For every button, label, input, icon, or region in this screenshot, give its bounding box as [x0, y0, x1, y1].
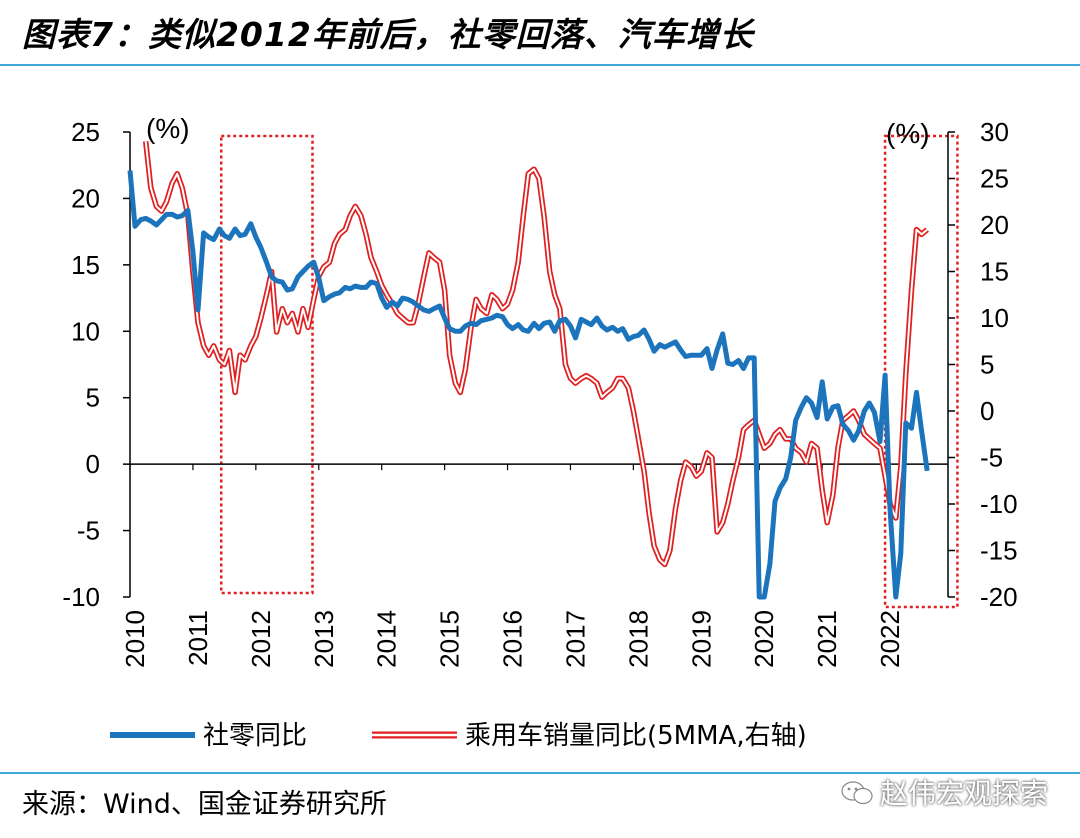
right-tick-label: -10: [980, 489, 1018, 519]
line-chart: -10 -5 0 5 10 15 20 25 -20 -15 -10 -5 0 5 10 15 20 25 30 (%…: [62, 113, 1017, 751]
right-tick-label: -15: [980, 536, 1018, 566]
right-tick-label: 30: [980, 117, 1009, 147]
right-tick-label: 25: [980, 164, 1009, 194]
title-divider: [0, 64, 1080, 66]
legend-label-retail: 社零同比: [203, 721, 307, 751]
legend: 社零同比 乘用车销量同比(5MMA,右轴): [110, 721, 807, 751]
right-axis-unit: (%): [886, 118, 930, 149]
legend-label-auto: 乘用车销量同比(5MMA,右轴): [465, 721, 807, 751]
right-tick-label: 5: [980, 350, 994, 380]
left-tick-label: 20: [71, 183, 100, 213]
left-tick-label: 10: [71, 316, 100, 346]
x-tick-label: 2018: [623, 610, 653, 668]
right-tick-label: 20: [980, 210, 1009, 240]
right-tick-label: 0: [980, 396, 994, 426]
x-tick-label: 2013: [309, 610, 339, 668]
source-note: 来源：Wind、国金证券研究所: [22, 789, 387, 820]
left-tick-label: -10: [62, 582, 100, 612]
left-tick-label: 5: [86, 383, 100, 413]
left-tick-label: 25: [71, 117, 100, 147]
right-tick-label: -20: [980, 582, 1018, 612]
axes: -10 -5 0 5 10 15 20 25 -20 -15 -10 -5 0 5 10 15 20 25 30 (%…: [62, 113, 1017, 668]
wechat-icon: [841, 781, 873, 805]
left-tick-label: 0: [86, 449, 100, 479]
highlight-boxes: [219, 134, 959, 609]
x-tick-label: 2021: [812, 610, 842, 668]
series-lines: [127, 141, 930, 600]
left-tick-label: -5: [77, 516, 100, 546]
x-tick-label: 2016: [498, 610, 528, 668]
highlight-box-2: [883, 134, 959, 609]
right-tick-label: -5: [980, 443, 1003, 473]
series-line-auto-inner: [144, 141, 928, 566]
watermark: 赵伟宏观探索: [840, 772, 1048, 812]
left-axis-unit: (%): [146, 113, 190, 144]
x-tick-label: 2022: [875, 610, 905, 668]
chart-title: 图表7：类似2012年前后，社零回落、汽车增长: [22, 15, 754, 54]
x-tick-label: 2010: [120, 610, 150, 668]
highlight-box-1: [219, 134, 314, 595]
footer-divider: [0, 772, 1080, 774]
left-tick-label: 15: [71, 250, 100, 280]
series-line-retail: [127, 170, 930, 600]
right-tick-label: 15: [980, 257, 1009, 287]
watermark-text: 赵伟宏观探索: [880, 777, 1049, 810]
right-tick-label: 10: [980, 303, 1009, 333]
series-line-auto-outer: [142, 141, 929, 568]
x-tick-label: 2020: [749, 610, 779, 668]
x-tick-label: 2017: [560, 610, 590, 668]
x-tick-label: 2012: [246, 610, 276, 668]
x-tick-label: 2014: [372, 610, 402, 668]
x-tick-label: 2011: [183, 610, 213, 666]
x-tick-label: 2019: [686, 610, 716, 668]
x-tick-label: 2015: [435, 610, 465, 668]
